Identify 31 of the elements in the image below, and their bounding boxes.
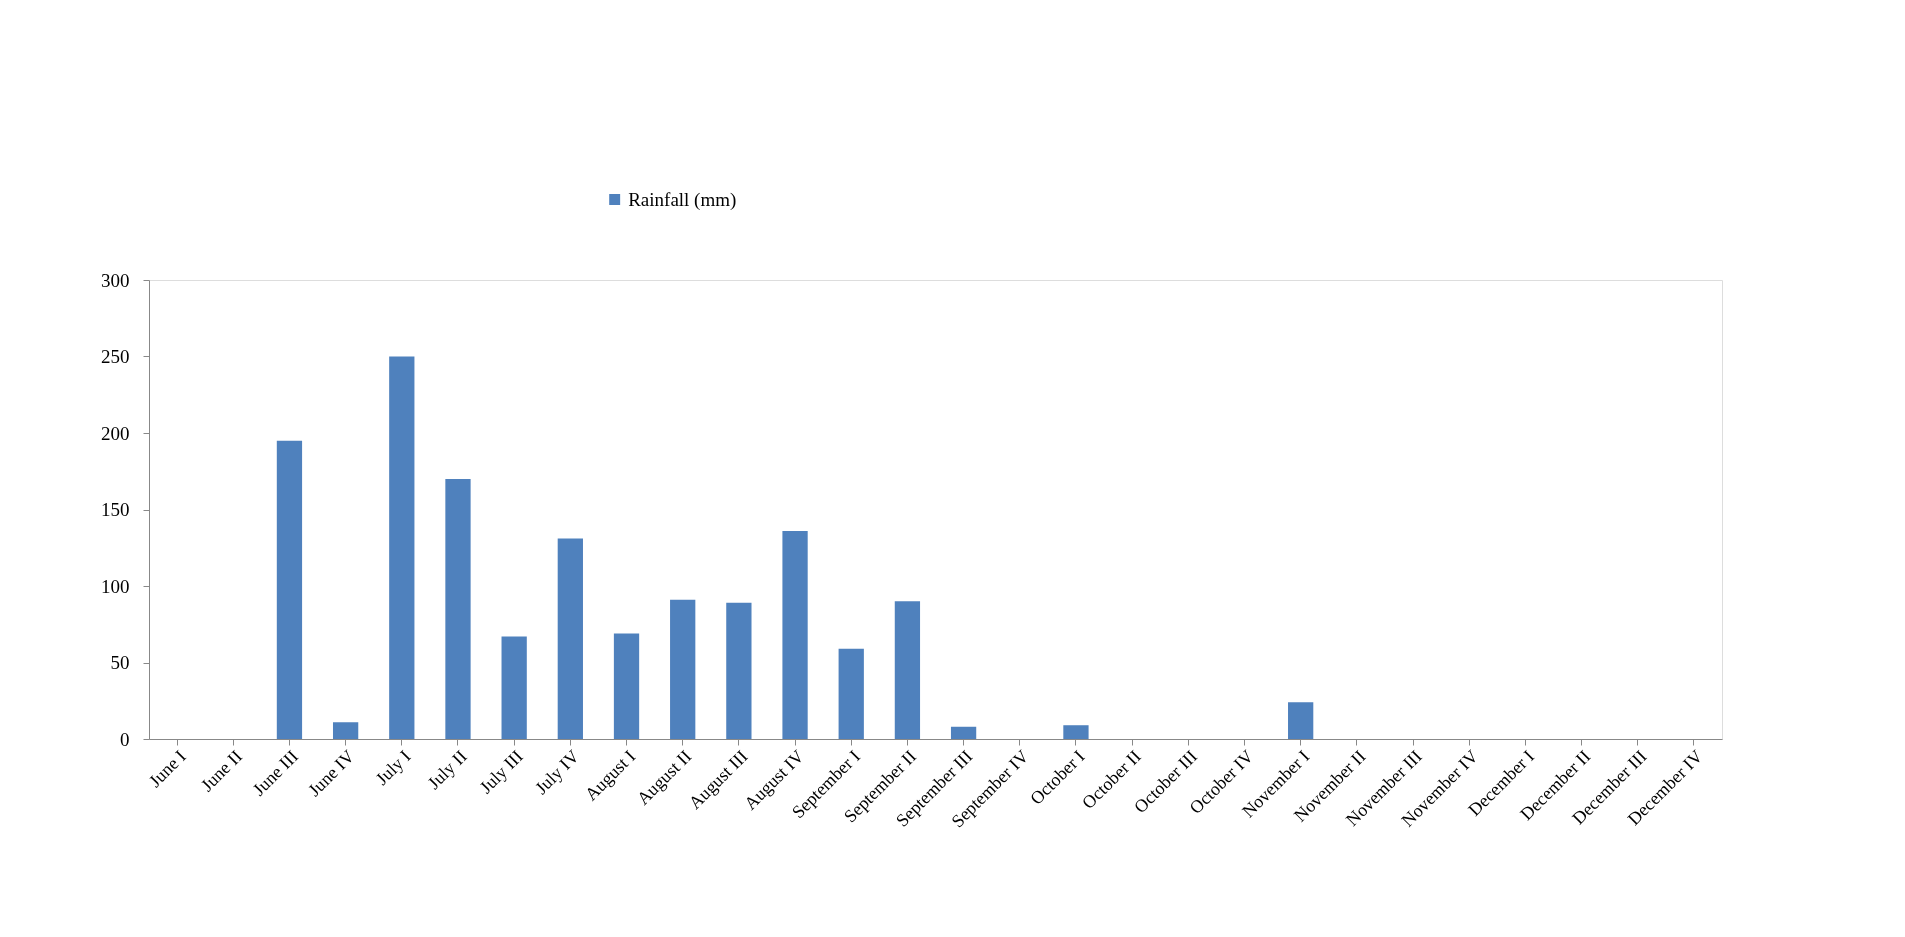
bar	[501, 636, 527, 739]
bar	[613, 633, 640, 739]
bar	[782, 530, 808, 739]
bar	[276, 440, 303, 739]
bar	[389, 356, 415, 739]
y-tick-label: 250	[101, 346, 130, 367]
bar	[332, 722, 359, 739]
y-tick-label: 0	[120, 728, 130, 750]
bar	[557, 538, 583, 739]
bar	[838, 648, 864, 739]
y-tick-label: 200	[101, 422, 130, 444]
x-tick-label: June III	[248, 746, 303, 800]
bar	[894, 601, 921, 739]
x-tick-label: July IV	[531, 746, 584, 799]
bar	[670, 599, 696, 739]
x-tick-label: July II	[423, 746, 471, 794]
y-tick-label: 50	[110, 652, 130, 673]
y-tick-label: 100	[101, 575, 130, 597]
x-tick-label: July III	[475, 746, 527, 798]
legend-label: Rainfall (mm)	[628, 188, 737, 211]
bar	[445, 478, 471, 739]
x-tick-label: June I	[144, 746, 190, 791]
bar	[726, 602, 752, 739]
y-tick-label: 300	[101, 269, 130, 291]
x-tick-label: June II	[196, 746, 246, 796]
x-tick-label: June IV	[304, 746, 359, 801]
y-tick-label: 150	[101, 499, 130, 520]
bar	[1063, 725, 1089, 739]
x-tick-label: July I	[371, 746, 415, 789]
bar	[950, 726, 977, 739]
bar	[1288, 702, 1314, 739]
